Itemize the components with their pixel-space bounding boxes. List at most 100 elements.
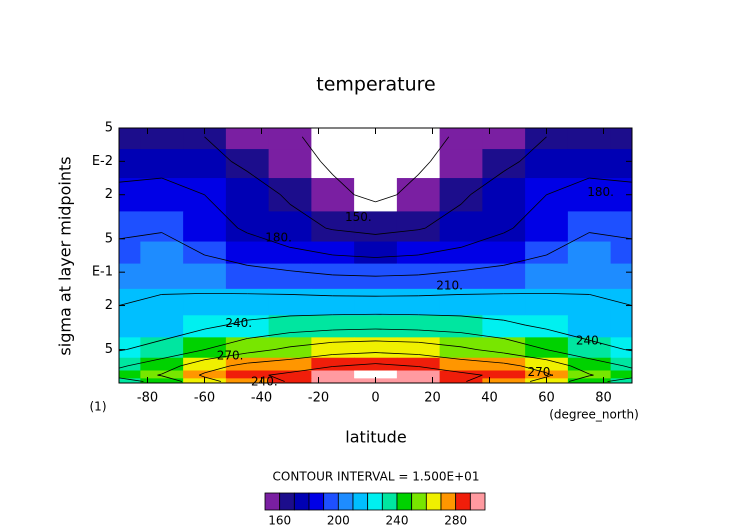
contour-label: 240. [576,334,603,348]
colorbar-box [279,492,295,511]
contour-line [118,232,162,240]
cell [268,288,312,316]
cell [396,263,441,290]
x-tick-label: -60 [194,391,215,406]
cell [567,357,612,372]
contour-line [396,174,419,196]
contour-line [460,194,471,205]
contour-line [460,346,478,351]
cell [525,211,569,243]
cell [567,241,612,265]
cell [396,178,441,212]
contour-label: 180. [265,230,292,244]
cell [268,128,312,150]
contour-label: 180. [587,185,614,199]
colorbar-box [352,492,369,511]
cell [567,149,612,179]
cell [183,128,227,150]
contour-line [247,264,291,272]
contour-line [417,161,431,175]
cell [225,211,270,243]
colorbar-box [293,492,310,511]
contour-line [418,341,462,348]
cell [610,357,633,372]
contour-line [470,171,504,196]
contour-line [118,377,144,382]
contour-line [325,227,333,231]
cell [396,211,441,243]
cell [183,241,227,265]
x-tick-label: 40 [481,391,498,406]
cell [482,288,526,316]
contour-line [503,338,547,351]
contour-line [204,324,226,330]
cell [525,370,569,379]
cell [396,315,441,338]
contour-line [225,319,248,326]
cell [140,370,184,379]
cell [354,149,398,179]
contour-line [589,339,625,351]
cell [268,370,312,379]
cell [439,288,483,316]
chart-title: temperature [316,74,435,96]
contour-line [418,314,462,317]
cell [567,211,612,243]
contour-line [466,374,483,382]
x-axis-label: latitude [345,428,406,447]
cell [268,357,312,372]
y-tick-label: 5 [105,231,113,246]
contour-line [320,161,334,175]
colorbar-label: 280 [444,514,467,528]
contour-line [289,329,333,334]
contour-line [503,352,547,361]
contour-line [289,366,333,373]
contour-line [446,270,462,273]
y-units: (1) [90,400,107,414]
cell [119,241,141,265]
cell [567,337,612,359]
cell [610,149,633,179]
contour-line [204,194,239,229]
x-tick-label: -20 [308,391,329,406]
contour-line [289,354,333,360]
contour-line [375,313,419,316]
cell [439,378,483,384]
cell [225,378,270,384]
contour-line [529,376,547,382]
cell [119,337,141,359]
contour-line [568,375,590,382]
cell [439,241,483,265]
contour-line [375,229,419,235]
cell [610,128,633,150]
cell [354,241,398,265]
cell [311,211,355,243]
cell [439,149,483,179]
cell [439,211,483,243]
y-tick-label: 5 [105,342,113,357]
contour-line [204,136,232,162]
cell [311,357,355,372]
cell [354,337,398,359]
contour-line [546,374,552,378]
cell [610,288,633,316]
cell [225,263,270,290]
cell [396,288,441,316]
contour-line [460,232,504,248]
contour-line [546,372,553,376]
colorbar-box [425,492,442,511]
colorbar-box [337,492,354,511]
cell [525,149,569,179]
cell [482,263,526,290]
cell [610,337,633,359]
cell [567,370,612,379]
contour-line [512,194,547,229]
contour-line [289,270,305,273]
cell [268,211,312,243]
cell [225,149,270,179]
cell [396,241,441,265]
contour-line [375,254,419,258]
cell [140,337,184,359]
contour-line [503,254,547,266]
cell [140,128,184,150]
